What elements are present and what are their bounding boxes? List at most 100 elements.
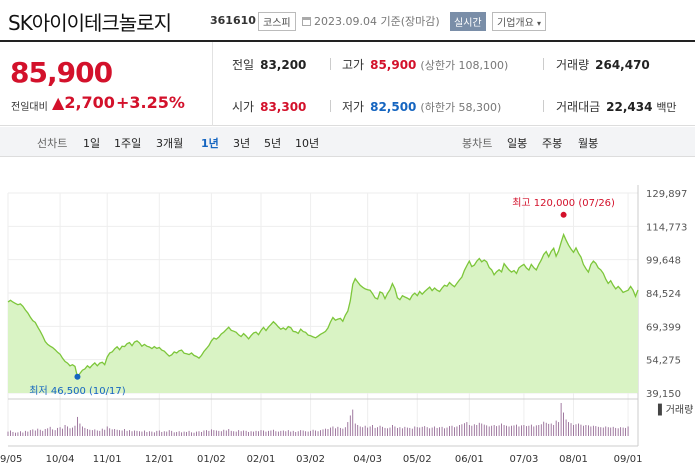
volume-bar — [456, 426, 458, 436]
volume-bar — [119, 430, 121, 436]
tab-period-3y[interactable]: 3년 — [233, 137, 251, 150]
volume-bar — [243, 430, 245, 436]
volume-bar — [481, 423, 483, 436]
volume-bar — [94, 429, 96, 436]
volume-bar — [372, 425, 374, 436]
volume-bar — [290, 431, 292, 436]
volume-bar — [392, 425, 393, 436]
volume-bar — [454, 427, 455, 436]
volume-bar — [416, 427, 418, 436]
volume-bar — [342, 428, 344, 436]
market-badge: 코스피 — [258, 12, 296, 31]
volume-bar — [476, 425, 478, 436]
volume-bar — [173, 432, 175, 436]
volume-bar — [543, 421, 545, 436]
tab-period-3m[interactable]: 3개월 — [156, 137, 184, 150]
volume-bar — [305, 431, 307, 436]
volume-bar — [27, 431, 29, 436]
volume-bar — [206, 430, 207, 436]
x-tick-label: 10/04 — [46, 454, 75, 465]
volume-bar — [37, 428, 39, 436]
volume-bar — [134, 430, 135, 436]
volume-bar — [77, 416, 78, 436]
corp-info-dropdown[interactable]: 기업개요 ▾ — [492, 12, 547, 31]
min-annotation: 최저 46,500 (10/17) — [29, 385, 125, 397]
calendar-icon — [302, 17, 311, 26]
volume-bar — [436, 427, 438, 436]
corp-info-label: 기업개요 — [497, 18, 534, 29]
volume-bar — [86, 429, 88, 436]
volume-bar — [54, 430, 56, 436]
volume-bar — [111, 429, 113, 436]
volume-bar — [282, 430, 284, 436]
volume-bar — [124, 429, 125, 436]
tab-period-10y[interactable]: 10년 — [295, 137, 320, 150]
stat-volume-label: 거래량 — [556, 58, 590, 72]
volume-bar — [208, 430, 210, 436]
volume-bar — [444, 428, 445, 436]
volume-bar — [421, 426, 423, 436]
volume-bar — [203, 430, 205, 436]
volume-bar — [235, 431, 237, 436]
volume-bar — [91, 430, 93, 436]
volume-bar — [233, 431, 235, 436]
volume-bar — [488, 426, 490, 436]
stat-trade-value-unit: 백만 — [656, 101, 677, 114]
volume-bar — [295, 431, 297, 436]
volume-bar — [320, 430, 321, 436]
volume-bar — [156, 430, 158, 436]
volume-bar — [79, 423, 81, 436]
volume-bar — [471, 425, 473, 436]
volume-bar — [560, 403, 562, 436]
volume-bar — [387, 428, 388, 436]
tab-candle-weekly[interactable]: 주봉 — [542, 137, 563, 150]
chevron-down-icon: ▾ — [537, 19, 542, 28]
volume-bar — [248, 431, 249, 436]
volume-bar — [463, 423, 465, 436]
volume-bar — [592, 425, 594, 436]
stock-name[interactable]: SK아이이테크놀로지 — [8, 11, 172, 35]
volume-bar — [384, 427, 386, 436]
volume-bar — [610, 427, 612, 436]
price-chart[interactable]: 129,897 114,773 99,648 84,524 69,399 54,275 39… — [0, 175, 695, 473]
tab-period-5y[interactable]: 5년 — [264, 137, 282, 150]
chart-tab-bar: 선차트 1일 1주일 3개월 1년 3년 5년 10년 봉차트 일봉 주봉 월봉 — [0, 127, 695, 157]
volume-bar — [69, 428, 71, 436]
tab-period-1d[interactable]: 1일 — [83, 137, 101, 150]
volume-bar — [228, 429, 230, 436]
tab-candle-daily[interactable]: 일봉 — [507, 137, 528, 150]
volume-bar — [419, 427, 421, 436]
stat-prev-close-label: 전일 — [232, 58, 255, 72]
volume-bar — [332, 426, 334, 436]
volume-bar — [99, 430, 101, 436]
volume-bar — [116, 429, 118, 436]
max-marker — [560, 211, 567, 218]
tab-period-1y[interactable]: 1년 — [201, 137, 219, 150]
volume-bar — [600, 427, 602, 436]
volume-bar — [29, 430, 31, 436]
volume-bar — [429, 428, 431, 436]
volume-bar — [325, 428, 326, 436]
volume-bar — [220, 431, 222, 436]
realtime-button[interactable]: 실시간 — [450, 12, 486, 31]
stat-high-value: 85,900 — [370, 58, 417, 72]
volume-bar — [297, 431, 299, 436]
volume-bar — [131, 431, 133, 436]
volume-bar — [473, 424, 475, 436]
stat-volume: 거래량 264,470 — [556, 56, 650, 73]
volume-bar — [538, 425, 540, 436]
volume-bar — [258, 431, 259, 436]
volume-bar — [339, 427, 341, 436]
volume-bar — [404, 426, 406, 436]
volume-bar — [449, 426, 450, 436]
volume-bar — [590, 426, 592, 436]
volume-bar — [620, 427, 622, 436]
volume-bar — [168, 430, 170, 436]
volume-bar — [530, 424, 532, 436]
volume-bar — [461, 424, 463, 436]
tab-period-1w[interactable]: 1주일 — [114, 137, 142, 150]
volume-bar — [498, 425, 500, 436]
volume-bar — [22, 432, 24, 436]
volume-bar — [223, 429, 225, 436]
tab-candle-monthly[interactable]: 월봉 — [578, 137, 599, 150]
